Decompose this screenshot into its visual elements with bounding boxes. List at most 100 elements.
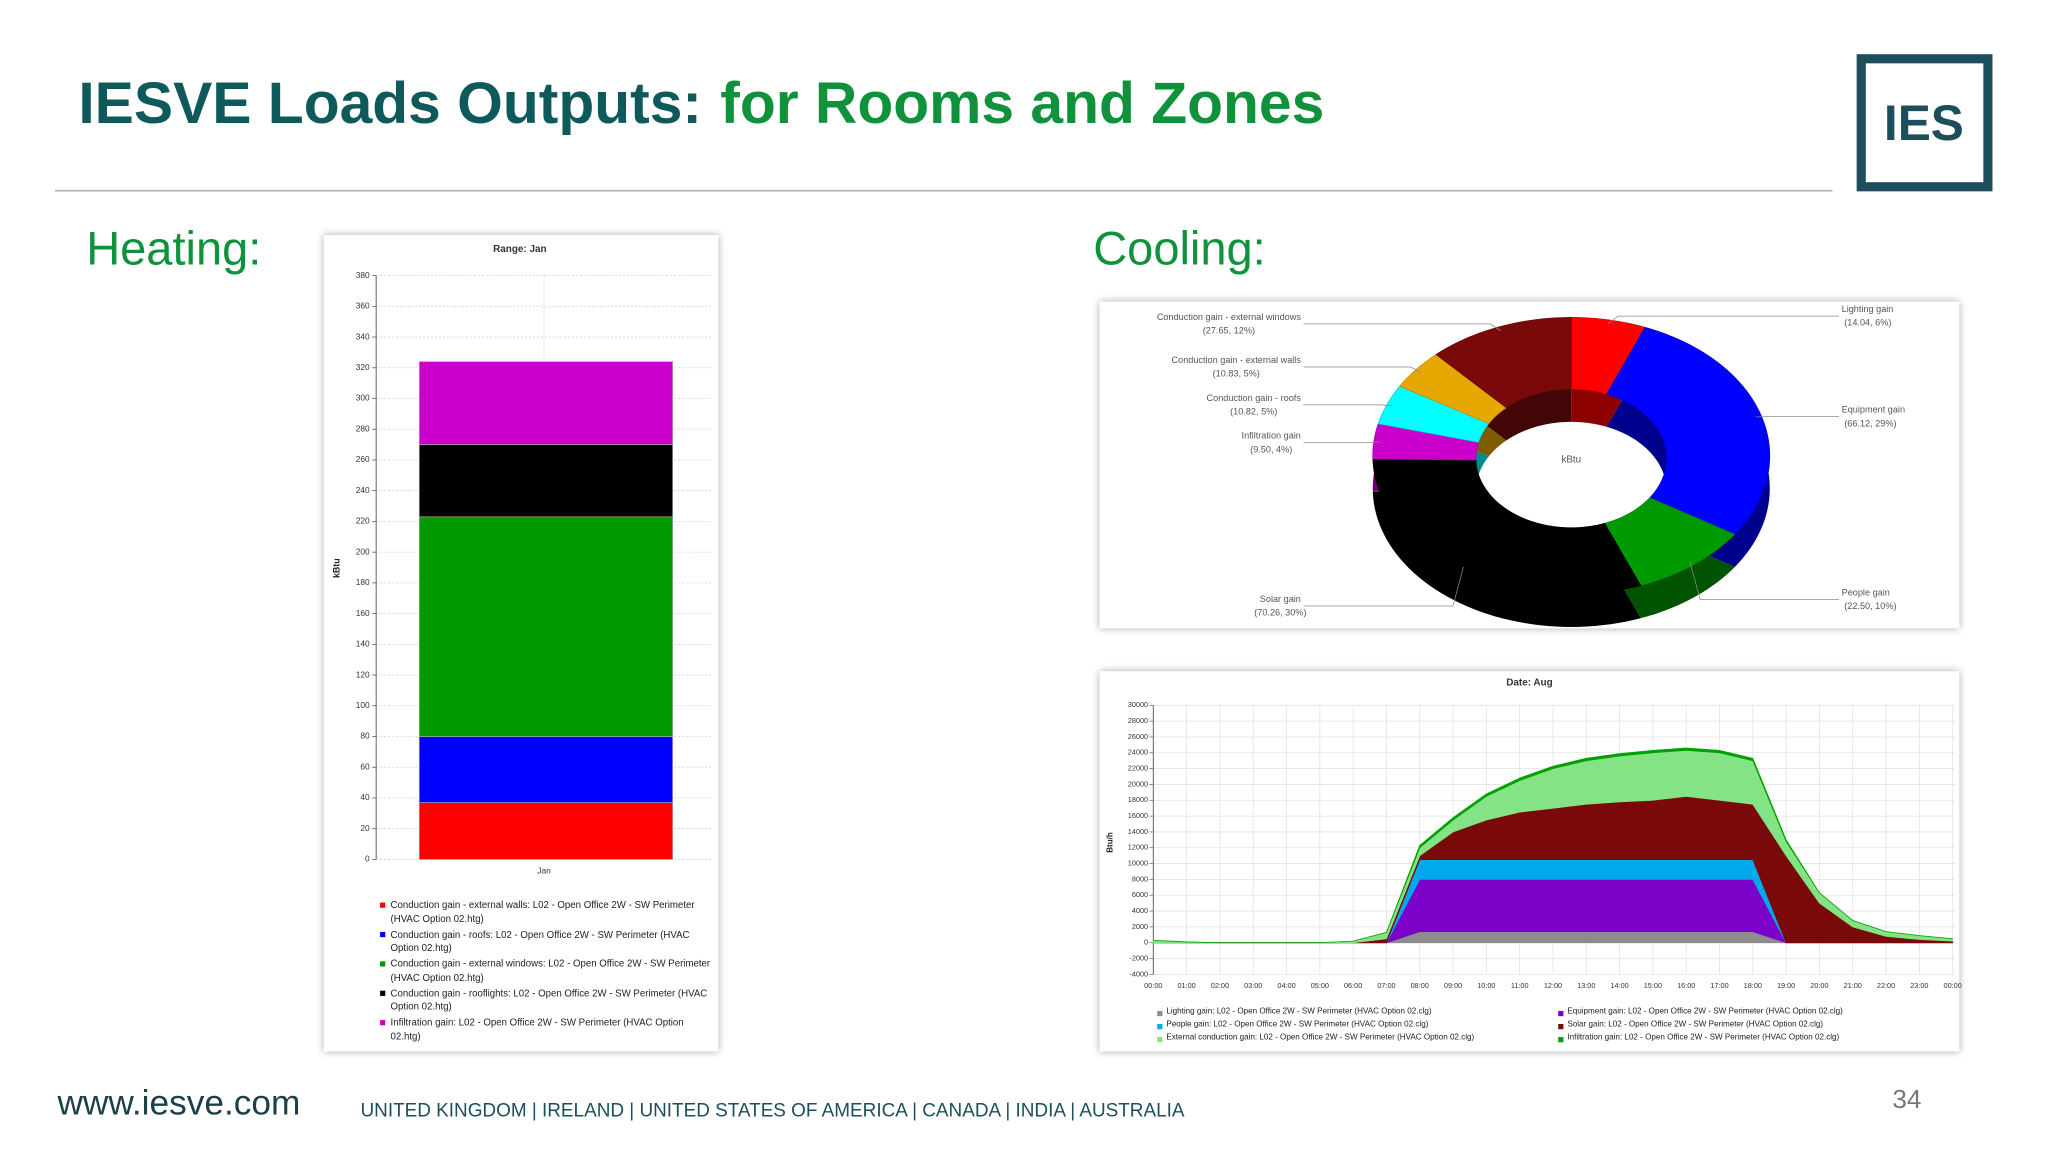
x-tick-label: 16:00 [1677, 981, 1695, 990]
x-tick-label: 03:00 [1244, 981, 1262, 990]
legend-swatch [380, 990, 386, 996]
bar-segment [418, 736, 673, 803]
slice-value-label: (9.50, 4%) [1250, 444, 1292, 454]
area [1153, 747, 1953, 944]
charts: Range: Jan kBtu 0 20 40 60 80 100 120 140 160 180 20… [331, 244, 1962, 1043]
slice-label: Conduction gain - external walls [1172, 355, 1302, 365]
logo: IES [1884, 95, 1964, 151]
y-tick-label: 80 [360, 731, 370, 741]
legend-label: Conduction gain - rooflights: L02 - Open… [390, 986, 708, 1013]
slice-value-label: (22.50, 10%) [1844, 601, 1896, 611]
x-tick-label: 09:00 [1444, 981, 1462, 990]
slice-label: Equipment gain [1842, 405, 1905, 415]
website: www.iesve.com [56, 1083, 300, 1122]
legend-label-box: Equipment gain: L02 - Open Office 2W - S… [1567, 1007, 1843, 1017]
y-tick-label: 0 [1144, 938, 1148, 947]
y-tick-label: 12000 [1128, 843, 1148, 852]
y-tick-label: -4000 [1129, 969, 1148, 978]
y-tick-label: 300 [356, 393, 370, 403]
legend-label: Solar gain: L02 - Open Office 2W - SW Pe… [1567, 1020, 1824, 1030]
legend-swatch [380, 1020, 386, 1026]
y-tick-label: 240 [356, 485, 370, 495]
y-tick-label: 16000 [1128, 811, 1148, 820]
leader-line [1689, 561, 1840, 600]
x-tick-label: 14:00 [1610, 981, 1628, 990]
slice-value-label: (10.82, 5%) [1230, 407, 1277, 417]
y-tick-label: 100 [356, 700, 370, 710]
slice-value-label: (10.83, 5%) [1213, 369, 1260, 379]
y-tick-label: 280 [356, 423, 370, 433]
y-tick-label: 14000 [1128, 827, 1148, 836]
x-tick-label: 19:00 [1777, 981, 1795, 990]
chart-title: Date: Aug [1506, 678, 1552, 689]
y-tick-label: 120 [356, 669, 370, 679]
legend-swatch [1157, 1010, 1163, 1017]
legend-label: Infiltration gain: L02 - Open Office 2W … [390, 1016, 684, 1042]
slice-value-label: (14.04, 6%) [1844, 318, 1891, 328]
x-tick-label: 01:00 [1177, 981, 1195, 990]
y-tick-label: 26000 [1128, 732, 1148, 741]
y-tick-label: 22000 [1128, 764, 1148, 773]
y-tick-label: 6000 [1132, 890, 1148, 899]
x-tick-label: 17:00 [1710, 981, 1728, 990]
y-tick-label: 380 [356, 270, 370, 280]
leader-line [1303, 323, 1501, 332]
leader-line [1303, 404, 1393, 407]
y-tick-label: 200 [356, 546, 370, 556]
x-tick-label: Jan [537, 865, 551, 875]
y-tick-label: 2000 [1132, 922, 1148, 931]
legend-label: Infiltration gain: L02 - Open Office 2W … [1567, 1033, 1840, 1043]
legend-swatch [1157, 1024, 1163, 1030]
slice-value-label: (70.26, 30%) [1254, 608, 1306, 618]
legend-swatch [1558, 1010, 1564, 1017]
y-axis-label: kBtu [331, 558, 341, 578]
x-tick-label: 12:00 [1544, 981, 1562, 990]
slice-label: Solar gain [1260, 594, 1301, 604]
section-label: Cooling: [1093, 222, 1266, 275]
logo-box [1856, 54, 1993, 192]
bar-segment [418, 802, 673, 860]
y-tick-label: 220 [356, 516, 370, 526]
legend-label: Conduction gain - roofs: L02 - Open Offi… [390, 928, 690, 954]
legend-label-box: Conduction gain - external walls: L02 - … [391, 899, 695, 925]
x-tick-label: 00:00 [1144, 981, 1162, 990]
legend-swatch [1558, 1024, 1564, 1030]
y-tick-label: 360 [356, 301, 370, 311]
title-part: IESVE Loads Outputs: [78, 71, 702, 136]
legend-swatch [1558, 1037, 1564, 1043]
x-tick-label: 15:00 [1644, 981, 1662, 990]
x-tick-label: 18:00 [1744, 981, 1762, 990]
legend-label-box: Conduction gain - roofs: L02 - Open Offi… [390, 928, 690, 954]
legend-label-box: Solar gain: L02 - Open Office 2W - SW Pe… [1567, 1020, 1824, 1030]
bar-segment [418, 361, 673, 445]
legend-label: External conduction gain: L02 - Open Off… [1166, 1033, 1475, 1043]
legend-label: Lighting gain: L02 - Open Office 2W - SW… [1166, 1007, 1432, 1017]
x-tick-label: 23:00 [1910, 981, 1928, 990]
x-tick-label: 13:00 [1577, 981, 1595, 990]
x-tick-label: 00:00 [1944, 981, 1962, 990]
x-tick-label: 20:00 [1810, 981, 1828, 990]
x-tick-label: 10:00 [1477, 981, 1495, 990]
legend-label-box: Infiltration gain: L02 - Open Office 2W … [390, 1016, 684, 1042]
section-label: Heating: [86, 222, 261, 275]
legend-swatch [1157, 1037, 1163, 1043]
slide-title: IESVE Loads Outputs: for Rooms and Zones [78, 71, 1324, 136]
legend-label-box: People gain: L02 - Open Office 2W - SW P… [1166, 1020, 1428, 1029]
legend-label-box: Infiltration gain: L02 - Open Office 2W … [1567, 1033, 1840, 1043]
bar-segment [418, 516, 673, 737]
center-label: kBtu [1561, 454, 1581, 465]
y-axis-label: Btu/h [1105, 832, 1114, 853]
x-tick-label: 22:00 [1877, 981, 1895, 990]
leader-line [1303, 366, 1421, 373]
x-tick-label: 02:00 [1211, 981, 1229, 990]
x-tick-label: 08:00 [1411, 981, 1429, 990]
y-tick-label: 4000 [1132, 906, 1148, 915]
y-tick-label: 30000 [1128, 700, 1148, 709]
y-tick-label: 28000 [1128, 716, 1148, 725]
slice-label: Lighting gain [1842, 304, 1894, 314]
legend-label-box: Conduction gain - rooflights: L02 - Open… [390, 986, 708, 1013]
slice-value-label: (66.12, 29%) [1844, 418, 1896, 428]
legend-label: Equipment gain: L02 - Open Office 2W - S… [1567, 1007, 1843, 1017]
